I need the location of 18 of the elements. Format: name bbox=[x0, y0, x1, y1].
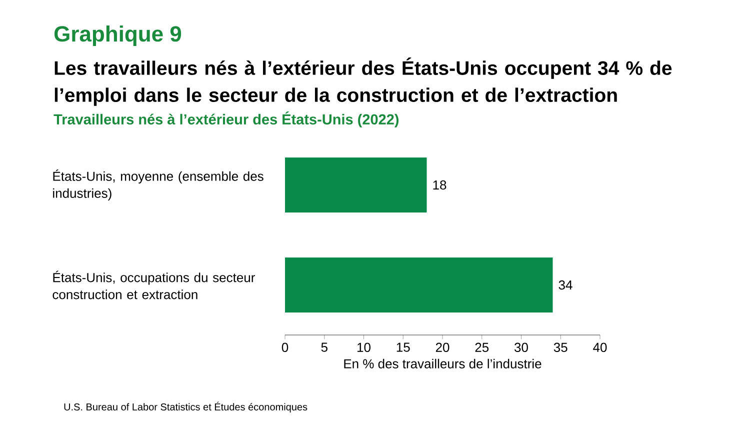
x-tick-label: 30 bbox=[514, 342, 528, 352]
chart-title: Les travailleurs nés à l’extérieur des États-Unis occupent 34 % de l’emploi dans le secteur de la construction et de l’extraction bbox=[54, 58, 672, 106]
x-tick-label: 15 bbox=[396, 342, 410, 352]
data-label: 34 bbox=[558, 280, 572, 290]
x-axis-title: En % des travailleurs de l’industrie bbox=[344, 358, 542, 368]
chart-subtitle: Travailleurs nés à l’extérieur des États-Unis (2022) bbox=[54, 112, 399, 128]
text: U.S. Bureau of Labor Statistics et Études économiques bbox=[64, 402, 308, 412]
y-tick-label: États-Unis, moyenne (ensemble des industries) bbox=[53, 170, 264, 200]
text: Graphique 9 bbox=[54, 26, 182, 46]
data-label: 18 bbox=[433, 180, 446, 190]
y-tick-label: États-Unis, occupations du secteur construction et extraction bbox=[52, 270, 255, 300]
x-tick-label: 5 bbox=[321, 342, 328, 352]
x-tick-label: 25 bbox=[475, 342, 489, 352]
x-tick-label: 20 bbox=[436, 342, 450, 352]
x-tick-label: 0 bbox=[282, 342, 288, 352]
x-tick-label: 10 bbox=[358, 342, 370, 352]
x-tick-label: 40 bbox=[593, 342, 607, 352]
x-tick-label: 35 bbox=[554, 342, 568, 352]
